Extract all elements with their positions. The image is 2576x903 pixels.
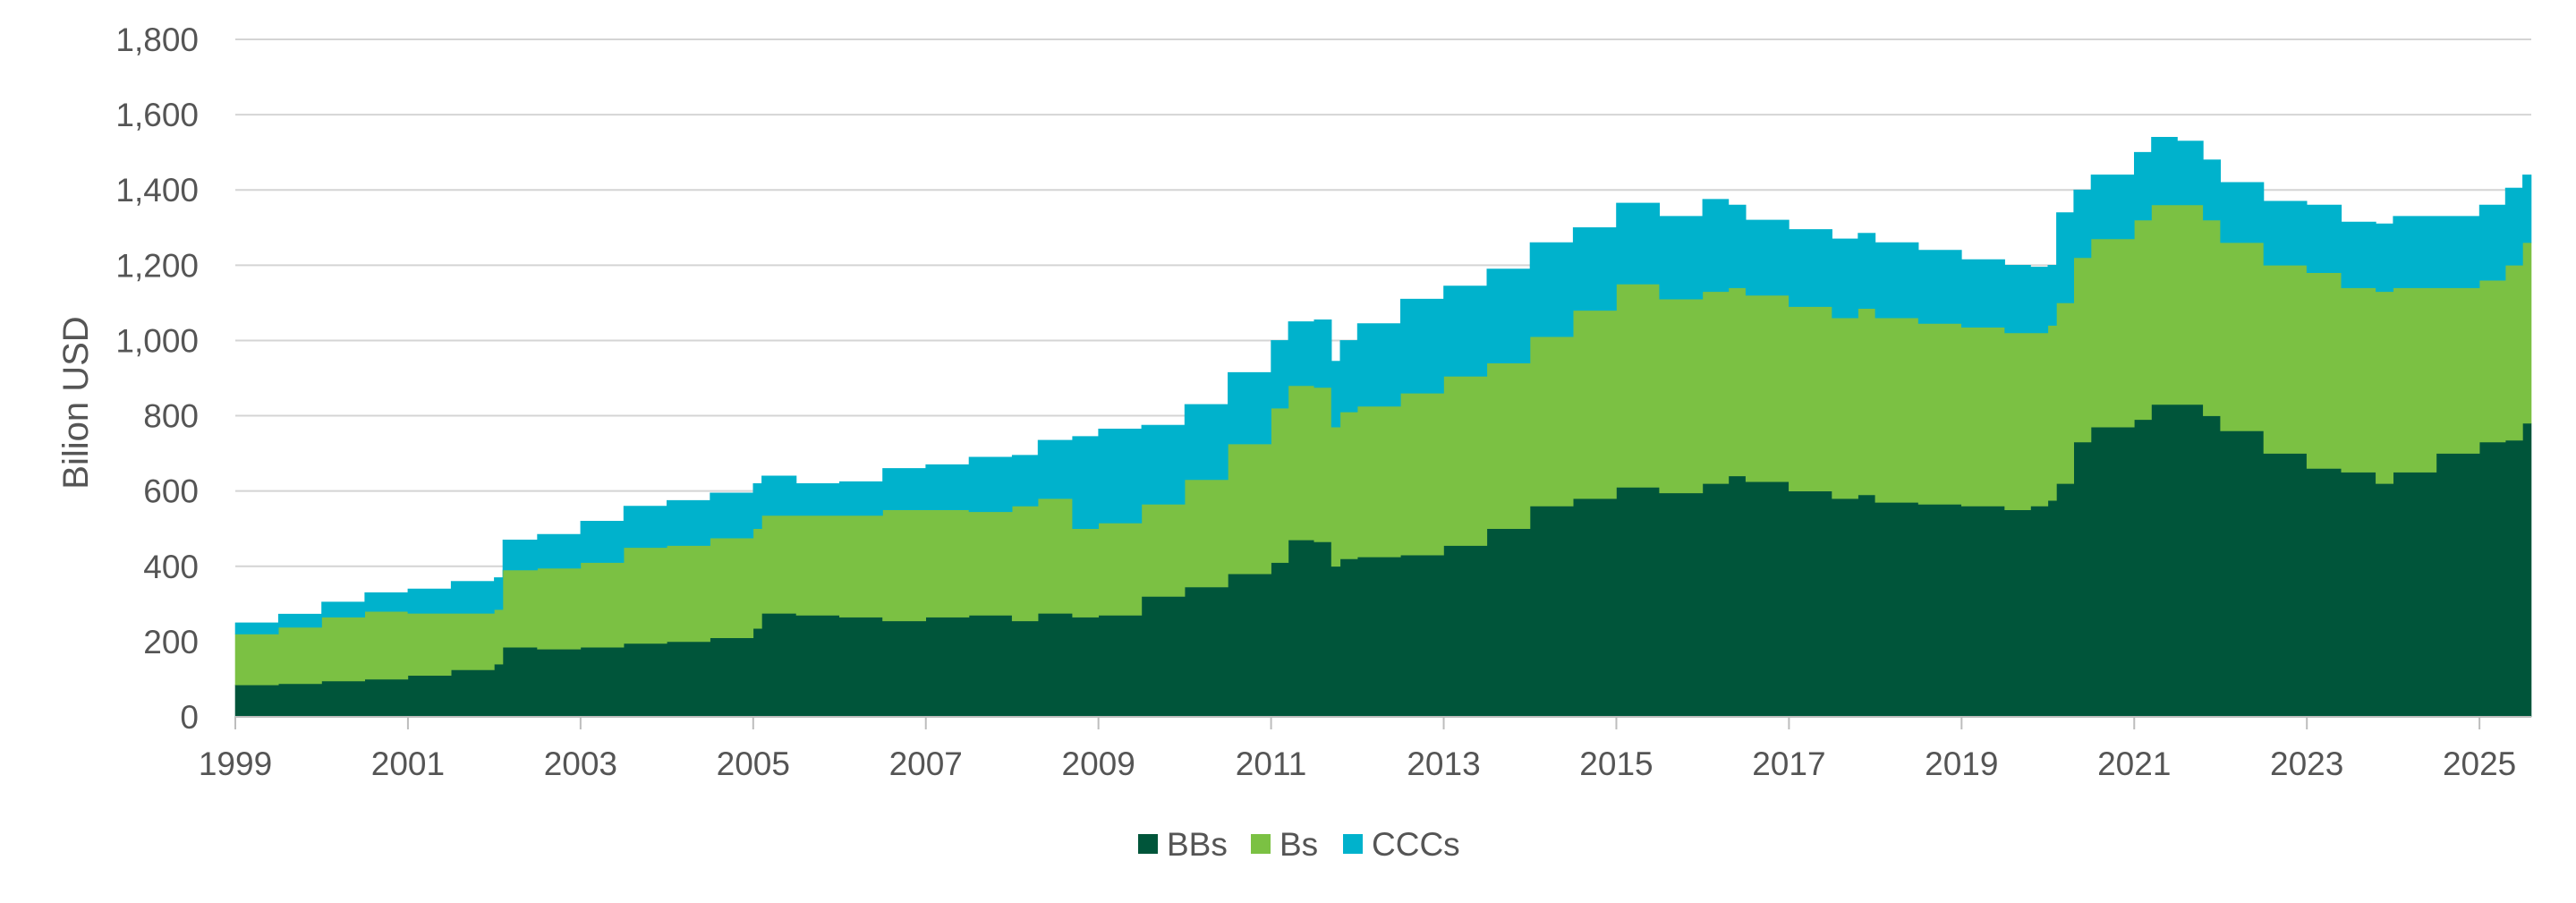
axes [234,716,2531,729]
series-areas [234,137,2532,718]
y-axis-title: Bilion USD [56,316,96,489]
x-tick-label: 2013 [1407,745,1480,782]
legend-swatch-cccs [1343,834,1363,854]
x-tick-label: 2017 [1752,745,1825,782]
x-tick-labels: 1999 2001 2003 2005 2007 2009 2011 2013 2015 2017… [199,745,2516,782]
y-tick-label: 600 [143,473,199,510]
y-tick-label: 1,000 [115,322,199,359]
legend-swatch-bs [1251,834,1271,854]
y-tick-label: 800 [143,398,199,435]
x-tick-label: 2005 [717,745,790,782]
series-area-cccs [234,137,2532,635]
legend: BBs Bs CCCs [1138,826,1460,863]
x-tick-label: 2015 [1579,745,1653,782]
x-tick-label: 2009 [1062,745,1135,782]
x-tick-label: 1999 [199,745,272,782]
y-tick-label: 200 [143,624,199,660]
x-tick-label: 2001 [371,745,445,782]
x-tick-label: 2011 [1236,745,1307,782]
y-tick-label: 400 [143,549,199,585]
legend-item-bbs: BBs [1138,826,1228,863]
legend-label-bbs: BBs [1167,826,1228,863]
y-tick-label: 1,600 [115,97,199,133]
x-tick-label: 2003 [544,745,617,782]
y-tick-label: 1,800 [115,21,199,58]
legend-swatch-bbs [1138,834,1158,854]
x-tick-label: 2023 [2270,745,2343,782]
x-tick-label: 2025 [2443,745,2516,782]
y-tick-label: 0 [180,699,199,736]
x-tick-label: 2021 [2097,745,2171,782]
y-tick-label: 1,200 [115,247,199,284]
legend-label-bs: Bs [1279,826,1318,863]
y-tick-labels: 0 200 400 600 800 1,000 1,200 1,400 1,600 1,800 [115,21,199,736]
legend-label-cccs: CCCs [1372,826,1460,863]
x-tick-label: 2007 [889,745,963,782]
y-tick-label: 1,400 [115,172,199,209]
legend-item-bs: Bs [1251,826,1318,863]
legend-item-cccs: CCCs [1343,826,1460,863]
x-tick-label: 2019 [1925,745,1998,782]
